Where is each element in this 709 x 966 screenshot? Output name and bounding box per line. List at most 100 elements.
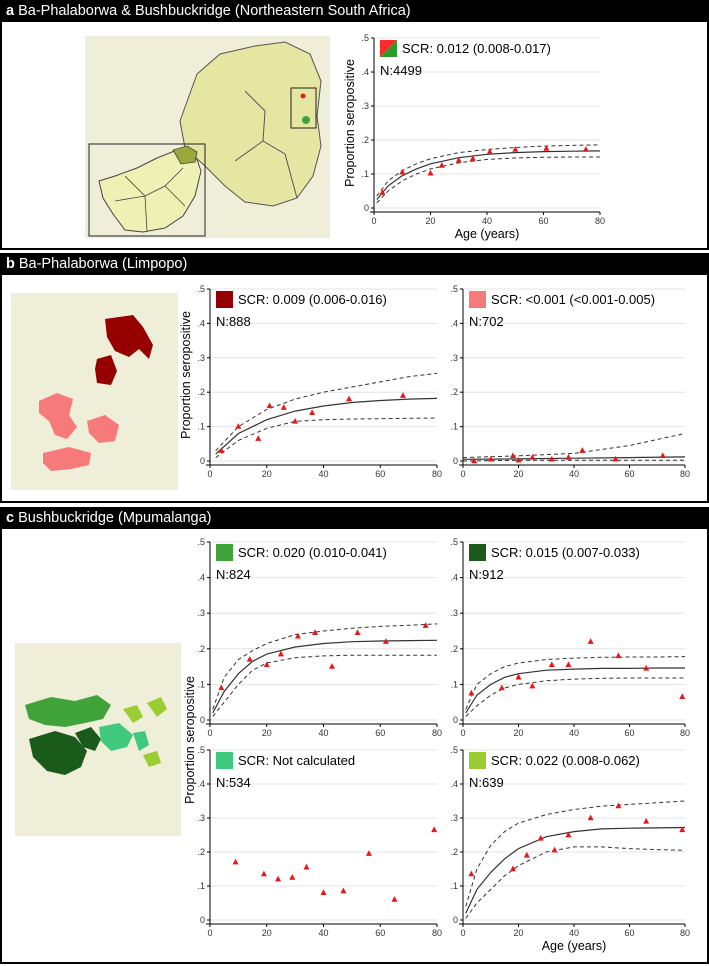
limpopo-province-shape	[179, 41, 322, 207]
y-tick-label: 0	[200, 915, 205, 925]
fit-line	[465, 826, 686, 914]
x-tick-label: 60	[375, 928, 385, 938]
legend-swatch	[380, 40, 397, 57]
data-point	[277, 650, 284, 657]
legend-swatch	[469, 291, 486, 308]
data-point	[365, 850, 372, 856]
legend-swatch	[469, 544, 486, 561]
data-point	[275, 875, 282, 882]
upper-ci-line	[462, 433, 686, 459]
y-axis-title: Proportion seropositive	[343, 59, 357, 187]
x-tick-label: 80	[680, 469, 690, 479]
x-tick-label: 0	[460, 928, 465, 938]
lower-ci-line	[465, 846, 686, 919]
fit-line	[376, 150, 601, 200]
y-tick-label: .4	[450, 573, 458, 583]
data-point	[391, 896, 398, 902]
data-point	[565, 454, 572, 460]
data-point	[468, 870, 475, 877]
lower-ci-line	[462, 459, 685, 462]
data-point	[529, 454, 536, 460]
y-tick-label: .3	[197, 353, 205, 363]
map-a	[88, 41, 322, 237]
chart-c1: 0 .1 .2 .3 .4 .5 0 20 40 60 80 SCR: 0.020 (0.010-0.…	[197, 537, 442, 738]
chart-c3: 0 .1 .2 .3 .4 .5 0 20 40 60 80 SCR: Not calculated N…	[197, 745, 442, 938]
x-tick-label: 20	[425, 216, 435, 226]
upper-ci-line	[212, 623, 438, 710]
data-point	[320, 889, 327, 895]
data-point	[529, 682, 536, 689]
x-tick-label: 20	[262, 928, 272, 938]
y-tick-label: .3	[450, 813, 458, 823]
x-tick-label: 0	[207, 728, 212, 738]
bushbuckridge-region-3	[99, 723, 133, 751]
data-point	[235, 423, 242, 429]
x-tick-label: 60	[375, 469, 385, 479]
data-point	[218, 684, 225, 691]
y-tick-label: 0	[453, 915, 458, 925]
legend-swatch	[216, 752, 233, 769]
data-point	[615, 802, 622, 809]
lower-ci-line	[376, 156, 600, 204]
study-area-green-site	[302, 116, 310, 124]
section-a-header: a Ba-Phalaborwa & Bushbuckridge (Northeas…	[0, 0, 709, 22]
y-tick-label: .2	[450, 644, 458, 654]
ba-phalaborwa-dark-region-1	[105, 315, 153, 359]
chart-b1: 0 .1 .2 .3 .4 .5 0 20 40 60 80 Proportion seroposit…	[179, 284, 442, 479]
y-tick-label: .4	[197, 573, 205, 583]
data-point	[543, 145, 550, 151]
x-tick-label: 20	[513, 728, 523, 738]
y-axis-title: Proportion seropositive	[179, 311, 193, 439]
map-c	[25, 695, 167, 775]
y-tick-label: .1	[450, 679, 458, 689]
legend-scr: SCR: 0.020 (0.010-0.041)	[238, 545, 387, 560]
ba-phalaborwa-light-region-3	[43, 447, 91, 471]
data-point	[280, 404, 287, 410]
y-tick-label: .5	[450, 537, 458, 547]
y-tick-label: 0	[364, 203, 369, 213]
data-point	[587, 814, 594, 821]
upper-ci-line	[215, 372, 438, 452]
section-c-title: Bushbuckridge (Mpumalanga)	[18, 510, 212, 526]
data-point	[551, 846, 558, 853]
data-point	[548, 455, 555, 462]
bushbuckridge-region-2b	[75, 727, 101, 751]
section-b-header: b Ba-Phalaborwa (Limpopo)	[0, 253, 709, 275]
y-tick-label: .4	[450, 779, 458, 789]
data-point	[260, 870, 267, 877]
inset-box	[88, 143, 206, 237]
y-tick-label: .5	[197, 745, 205, 755]
x-tick-label: 40	[569, 469, 579, 479]
x-tick-label: 20	[262, 469, 272, 479]
x-tick-label: 40	[569, 928, 579, 938]
upper-ci-line	[376, 144, 601, 197]
legend-scr: SCR: Not calculated	[238, 753, 355, 768]
bushbuckridge-region-2	[29, 731, 87, 775]
x-axis-title: Age (years)	[455, 227, 520, 241]
x-tick-label: 80	[432, 928, 442, 938]
ba-phalaborwa-dark-region-2	[95, 355, 117, 385]
legend-n: N:639	[469, 775, 504, 790]
y-tick-label: .1	[197, 679, 205, 689]
x-tick-label: 40	[482, 216, 492, 226]
x-tick-label: 80	[680, 928, 690, 938]
data-point	[659, 452, 666, 459]
legend-scr: SCR: <0.001 (<0.001-0.005)	[491, 292, 655, 307]
chart-b2: 0 .1 .2 .3 .4 .5 0 20 40 60 80 SCR: <0.001 (<0.001-…	[450, 284, 690, 479]
data-point	[303, 863, 310, 870]
data-point	[537, 834, 544, 841]
data-point	[329, 663, 336, 669]
data-point	[579, 447, 586, 453]
data-point	[399, 392, 406, 398]
y-tick-label: .3	[450, 353, 458, 363]
data-point	[612, 455, 619, 462]
chart-a: 0 .1 .2 .3 .4 .5 0 20 40 60 80 Age (years) Proportio…	[343, 33, 605, 241]
data-point	[486, 148, 493, 155]
y-tick-label: .4	[450, 318, 458, 328]
south-africa-limpopo-inset	[172, 145, 198, 165]
data-point	[471, 457, 478, 464]
limpopo-district-border	[234, 90, 298, 199]
section-b-title: Ba-Phalaborwa (Limpopo)	[18, 256, 188, 272]
data-point	[582, 146, 589, 152]
x-axis-title: Age (years)	[542, 939, 607, 953]
